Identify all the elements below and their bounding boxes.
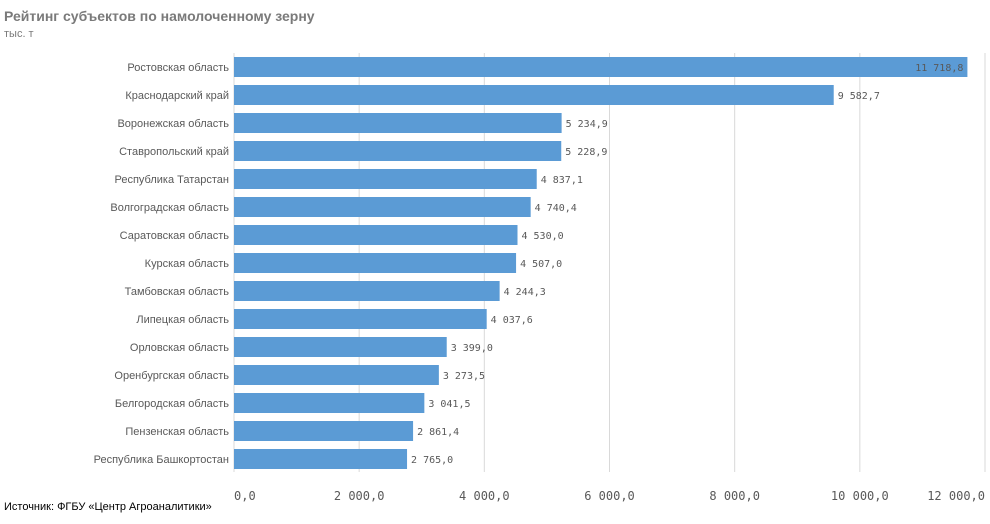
chart-title: Рейтинг субъектов по намолоченному зерну bbox=[4, 8, 315, 24]
value-label: 2 861,4 bbox=[417, 427, 459, 438]
category-label: Пензенская область bbox=[125, 426, 229, 438]
x-tick-label: 12 000,0 bbox=[927, 489, 985, 503]
bar[interactable] bbox=[234, 197, 531, 217]
x-tick-label: 10 000,0 bbox=[831, 489, 889, 503]
value-label: 3 399,0 bbox=[451, 343, 493, 354]
bar[interactable] bbox=[234, 141, 562, 161]
bar[interactable] bbox=[234, 281, 500, 301]
bar[interactable] bbox=[234, 309, 487, 329]
value-label: 11 718,8 bbox=[915, 63, 963, 74]
category-label: Липецкая область bbox=[136, 314, 229, 326]
category-label: Саратовская область bbox=[120, 230, 230, 242]
value-label: 4 244,3 bbox=[504, 287, 546, 298]
value-label: 4 507,0 bbox=[520, 259, 562, 270]
x-tick-label: 0,0 bbox=[234, 489, 256, 503]
bar[interactable] bbox=[234, 393, 425, 413]
bar[interactable] bbox=[234, 85, 834, 105]
category-label: Ростовская область bbox=[127, 62, 229, 74]
bar[interactable] bbox=[234, 57, 968, 77]
category-label: Ставропольский край bbox=[119, 146, 229, 158]
value-label: 3 273,5 bbox=[443, 371, 485, 382]
x-tick-label: 4 000,0 bbox=[459, 489, 510, 503]
category-label: Орловская область bbox=[130, 342, 229, 354]
category-label: Краснодарский край bbox=[125, 90, 229, 102]
value-label: 5 228,9 bbox=[565, 147, 607, 158]
x-tick-labels: 0,0 2 000,0 4 000,0 6 000,0 8 000,0 10 000,0 1… bbox=[234, 489, 985, 503]
bar[interactable] bbox=[234, 365, 439, 385]
category-label: Республика Башкортостан bbox=[94, 454, 229, 466]
value-label: 4 530,0 bbox=[522, 231, 564, 242]
bar[interactable] bbox=[234, 449, 408, 469]
x-tick-label: 2 000,0 bbox=[334, 489, 385, 503]
chart-subtitle: тыс. т bbox=[4, 28, 34, 40]
x-tick-label: 6 000,0 bbox=[584, 489, 635, 503]
bar[interactable] bbox=[234, 253, 517, 273]
source-note: Источник: ФГБУ «Центр Агроаналитики» bbox=[4, 501, 212, 513]
category-labels: Ростовская область Краснодарский край Воро… bbox=[94, 62, 230, 466]
value-label: 5 234,9 bbox=[566, 119, 608, 130]
category-label: Белгородская область bbox=[115, 398, 229, 410]
bar[interactable] bbox=[234, 337, 447, 357]
bar[interactable] bbox=[234, 225, 518, 245]
value-label: 2 765,0 bbox=[411, 455, 453, 466]
value-label: 4 037,6 bbox=[491, 315, 533, 326]
value-label: 4 740,4 bbox=[535, 203, 577, 214]
value-label: 9 582,7 bbox=[838, 91, 880, 102]
category-label: Курская область bbox=[145, 258, 230, 270]
category-label: Тамбовская область bbox=[125, 286, 230, 298]
category-label: Оренбургская область bbox=[114, 370, 229, 382]
category-label: Воронежская область bbox=[117, 118, 229, 130]
value-label: 4 837,1 bbox=[541, 175, 583, 186]
value-label: 3 041,5 bbox=[428, 399, 470, 410]
category-label: Волгоградская область bbox=[110, 202, 229, 214]
bar[interactable] bbox=[234, 169, 537, 189]
x-tick-label: 8 000,0 bbox=[709, 489, 760, 503]
category-label: Республика Татарстан bbox=[114, 174, 229, 186]
value-labels: 11 718,8 9 582,7 5 234,9 5 228,9 4 837,1 4 74… bbox=[411, 63, 963, 466]
bars-group bbox=[234, 57, 968, 469]
bar[interactable] bbox=[234, 113, 562, 133]
bar[interactable] bbox=[234, 421, 414, 441]
